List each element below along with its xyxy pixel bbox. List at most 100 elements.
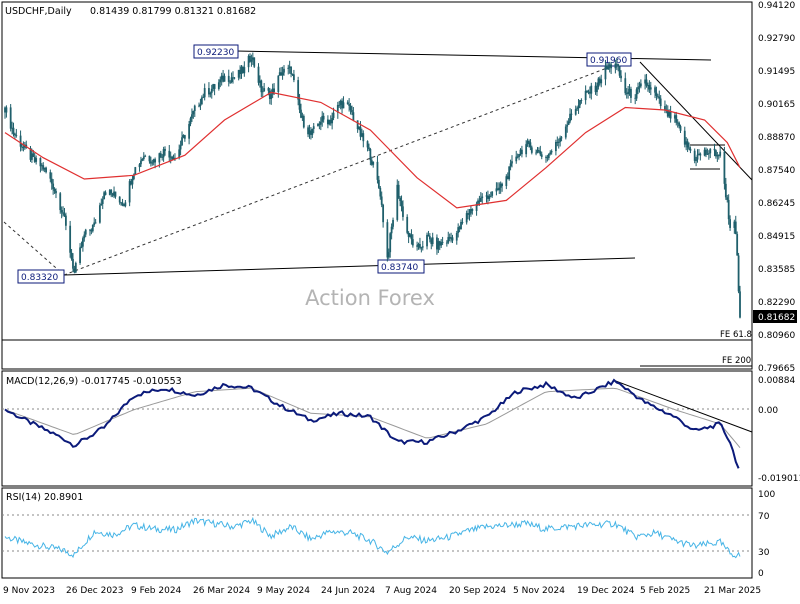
candle-body [570, 113, 573, 115]
trough-label-box [377, 259, 425, 274]
price-tick-label: 0.90165 [758, 100, 795, 110]
candle-body [114, 191, 117, 197]
candle-body [666, 109, 669, 117]
candle-body [369, 149, 372, 161]
candle-body [488, 196, 491, 199]
candle-body [447, 237, 450, 243]
candle-body [91, 224, 94, 232]
candle-body [270, 94, 273, 100]
candle-body [209, 92, 212, 95]
candle-body [298, 99, 301, 110]
candle-body [131, 179, 134, 185]
candle-body [15, 135, 18, 136]
candle-body [630, 88, 632, 98]
candle-body [686, 141, 689, 148]
candle-body [539, 150, 542, 155]
candle-body [467, 213, 469, 215]
candle-body [620, 75, 622, 79]
candle-body [634, 97, 637, 99]
price-tick-label: 0.91495 [758, 67, 795, 77]
candle-body [39, 158, 42, 167]
candle-body [291, 73, 294, 75]
candle-body [726, 197, 729, 200]
candle-body [232, 77, 234, 79]
candle-body [73, 268, 76, 273]
x-tick-label: 5 Nov 2024 [513, 586, 565, 596]
candle-body [19, 135, 22, 147]
price-tick-label: 0.84915 [758, 232, 795, 242]
candle-body [536, 150, 539, 153]
candle-body [669, 111, 672, 119]
candle-body [326, 119, 329, 125]
candle-body [103, 192, 106, 200]
macd-tick-label: 0.00884 [758, 376, 795, 386]
candle-body [470, 209, 472, 214]
candle-body [639, 83, 642, 87]
candle-body [546, 157, 549, 159]
candle-body [98, 205, 101, 223]
candle-body [545, 156, 547, 158]
candle-body [219, 79, 222, 83]
candle-body [267, 88, 270, 91]
candle-body [193, 105, 196, 112]
x-tick-label: 9 Nov 2023 [3, 586, 55, 596]
candle-body [549, 152, 552, 154]
candle-body [128, 181, 131, 203]
candle-body [410, 234, 413, 240]
candle-body [635, 89, 638, 99]
candle-body [62, 212, 64, 214]
candle-body [739, 291, 741, 318]
candle-body [261, 91, 264, 93]
candle-body [319, 121, 322, 125]
candle-body [709, 148, 712, 154]
candle-body [421, 246, 424, 248]
candle-body [734, 221, 737, 235]
candle-body [530, 147, 533, 153]
candle-body [260, 80, 263, 93]
candle-body [239, 69, 241, 75]
candle-body [174, 157, 176, 159]
candle-body [505, 176, 508, 187]
candle-body [151, 162, 154, 164]
rsi-panel-frame [1, 487, 753, 579]
candle-body [438, 241, 441, 246]
candle-body [317, 124, 319, 127]
candle-body [253, 57, 256, 67]
candle-body [108, 190, 111, 195]
candle-body [402, 206, 404, 217]
candle-body [172, 157, 175, 160]
candle-body [647, 84, 649, 86]
candle-body [597, 78, 600, 87]
candle-body [84, 229, 87, 235]
candle-body [35, 158, 38, 162]
rsi-tick-label: 100 [758, 490, 775, 500]
candle-body [559, 137, 562, 142]
candle-body [560, 137, 563, 139]
candle-body [580, 100, 583, 101]
candle-body [675, 115, 678, 123]
candle-body [283, 68, 285, 73]
peak-label: 0.91960 [590, 56, 627, 66]
candle-body [227, 75, 230, 82]
candle-body [271, 88, 274, 95]
candle-body [376, 161, 379, 180]
candle-body [140, 160, 142, 165]
candle-body [390, 226, 393, 234]
candle-body [417, 244, 420, 247]
candle-body [247, 55, 250, 68]
candle-body [605, 65, 608, 70]
candle-body [689, 148, 692, 151]
x-axis: 9 Nov 2023 26 Dec 2023 9 Feb 2024 26 Mar… [3, 586, 761, 596]
candle-body [69, 225, 72, 253]
x-tick-label: 9 May 2024 [257, 586, 310, 596]
candle-body [676, 122, 679, 124]
candle-body [113, 191, 115, 196]
candle-body [348, 104, 351, 106]
candle-body [124, 202, 127, 207]
candle-body [648, 84, 651, 90]
x-tick-label: 5 Feb 2025 [640, 586, 690, 596]
candle-body [171, 156, 174, 160]
candle-body [42, 165, 45, 170]
rsi-tick-label: 30 [758, 548, 770, 558]
candle-body [213, 84, 216, 89]
